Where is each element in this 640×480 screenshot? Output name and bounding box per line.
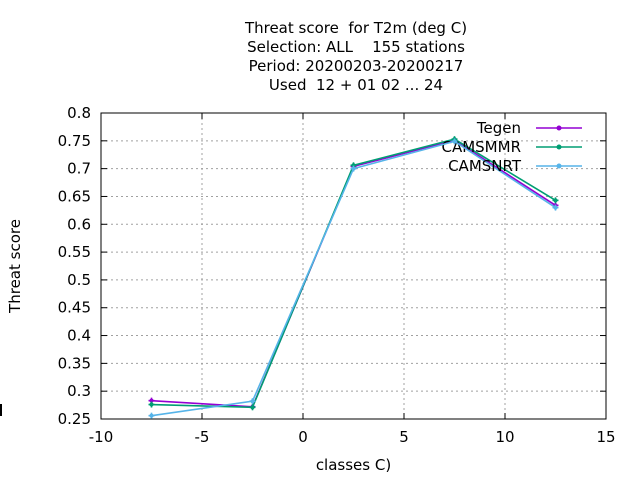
data-point-dot [452, 139, 457, 144]
y-tick-label: 0.25 [58, 410, 91, 428]
y-tick-label: 0.8 [67, 104, 91, 122]
legend-label-tegen: Tegen [476, 119, 521, 137]
data-point-dot [250, 399, 255, 404]
legend-marker [556, 125, 562, 131]
legend-marker [556, 163, 562, 169]
x-tick-label: -5 [195, 428, 210, 446]
y-tick-label: 0.65 [58, 187, 91, 205]
legend-label-camsmmr: CAMSMMR [441, 138, 521, 156]
x-tick-label: -10 [89, 428, 114, 446]
x-axis-label: classes C) [316, 456, 391, 474]
title-line-2: Selection: ALL 155 stations [247, 38, 465, 56]
series-line-tegen [151, 139, 556, 408]
data-point-dot [149, 402, 154, 407]
series-line-camsnrt [151, 140, 556, 417]
legend-label-camsnrt: CAMSNRT [448, 157, 522, 175]
legend-marker [556, 144, 562, 150]
y-axis-label: Threat score [6, 219, 24, 314]
y-tick-label: 0.35 [58, 354, 91, 372]
plot-frame [100, 112, 607, 420]
title-line-1: Threat score for T2m (deg C) [244, 19, 468, 37]
y-tick-label: 0.4 [67, 327, 91, 345]
y-tick-label: 0.5 [67, 271, 91, 289]
y-tick-label: 0.3 [67, 382, 91, 400]
y-tick-label: 0.45 [58, 299, 91, 317]
data-point-dot [351, 166, 356, 171]
x-tick-label: 5 [399, 428, 409, 446]
data-point-dot [149, 413, 154, 418]
series-line-camsmmr [151, 138, 556, 409]
title-line-4: Used 12 + 01 02 ... 24 [268, 76, 444, 94]
data-point-dot [250, 405, 255, 410]
data-point-dot [553, 205, 558, 210]
y-tick-label: 0.6 [67, 215, 91, 233]
y-tick-label: 0.7 [67, 160, 91, 178]
title-line-3: Period: 20200203-20200217 [248, 57, 464, 75]
x-tick-label: 10 [495, 428, 514, 446]
x-tick-label: 15 [596, 428, 615, 446]
data-point-dot [149, 398, 154, 403]
y-tick-label: 0.55 [58, 243, 91, 261]
x-tick-label: 0 [298, 428, 308, 446]
data-point-dot [553, 198, 558, 203]
y-tick-label: 0.75 [58, 132, 91, 150]
data-point-dot [351, 163, 356, 168]
